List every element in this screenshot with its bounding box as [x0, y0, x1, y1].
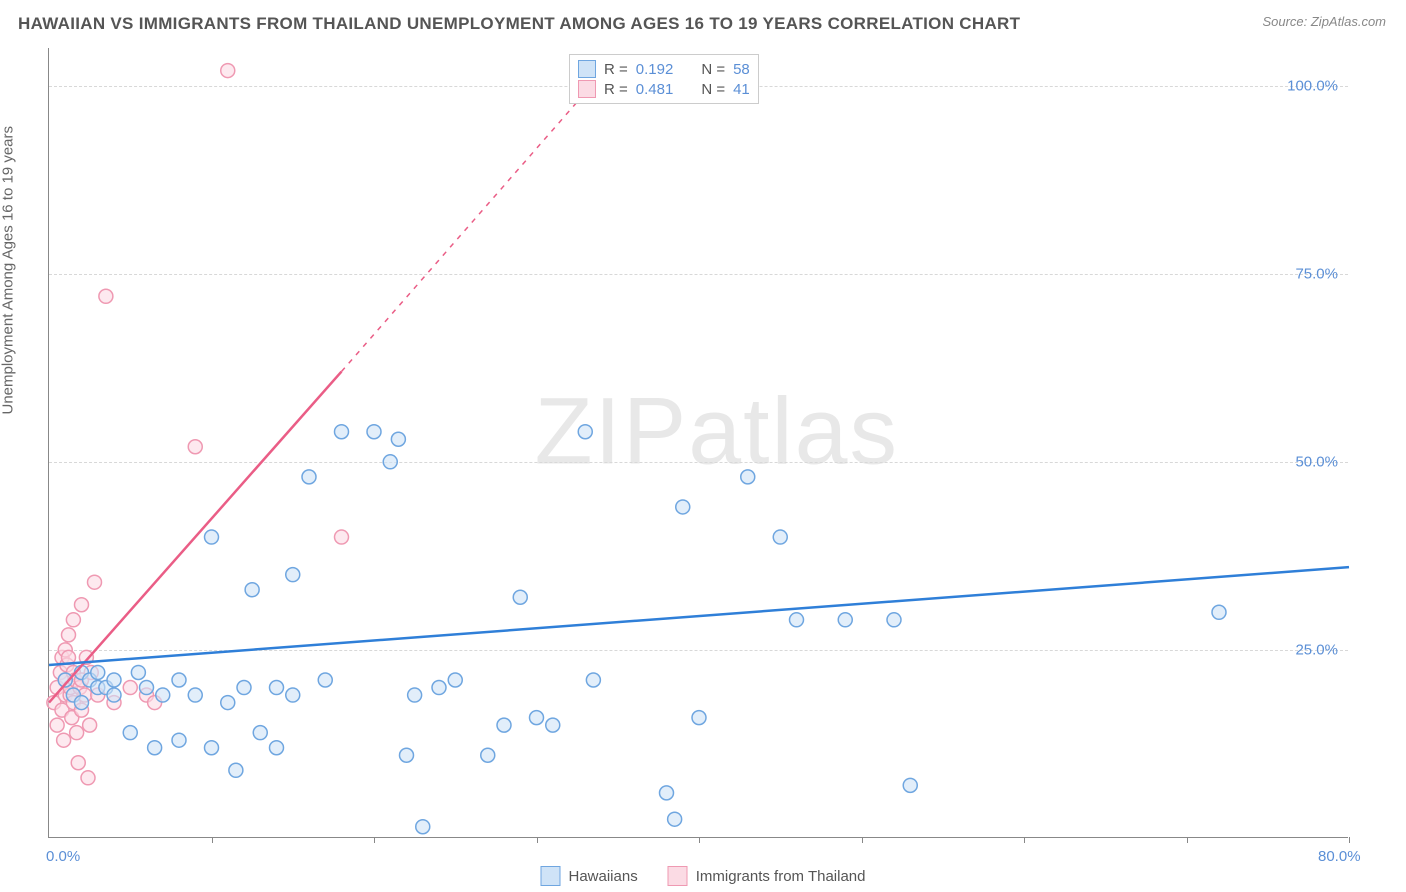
stat-row-hawaiians: R = 0.192 N = 58	[578, 59, 750, 79]
plot-area: ZIPatlas 25.0%50.0%75.0%100.0% R = 0.192…	[48, 48, 1348, 838]
legend-swatch-hawaiians	[541, 866, 561, 886]
swatch-hawaiians	[578, 60, 596, 78]
x-end-label: 80.0%	[1318, 848, 1361, 865]
n-value-thailand: 41	[733, 81, 750, 98]
legend-swatch-thailand	[668, 866, 688, 886]
chart-title: HAWAIIAN VS IMMIGRANTS FROM THAILAND UNE…	[18, 14, 1020, 34]
r-label: R =	[604, 81, 628, 98]
correlation-stats-box: R = 0.192 N = 58 R = 0.481 N = 41	[569, 54, 759, 104]
x-origin-label: 0.0%	[46, 848, 80, 865]
source-attribution: Source: ZipAtlas.com	[1262, 14, 1386, 29]
swatch-thailand	[578, 80, 596, 98]
r-label: R =	[604, 61, 628, 78]
y-axis-label: Unemployment Among Ages 16 to 19 years	[0, 126, 17, 415]
n-label: N =	[701, 61, 725, 78]
r-value-thailand: 0.481	[636, 81, 674, 98]
stat-row-thailand: R = 0.481 N = 41	[578, 79, 750, 99]
legend-item-thailand: Immigrants from Thailand	[668, 866, 866, 886]
n-label: N =	[701, 81, 725, 98]
legend-label-hawaiians: Hawaiians	[569, 868, 638, 885]
scatter-svg	[49, 48, 1348, 837]
legend-item-hawaiians: Hawaiians	[541, 866, 638, 886]
r-value-hawaiians: 0.192	[636, 61, 674, 78]
legend-label-thailand: Immigrants from Thailand	[696, 868, 866, 885]
n-value-hawaiians: 58	[733, 61, 750, 78]
legend: Hawaiians Immigrants from Thailand	[541, 866, 866, 886]
